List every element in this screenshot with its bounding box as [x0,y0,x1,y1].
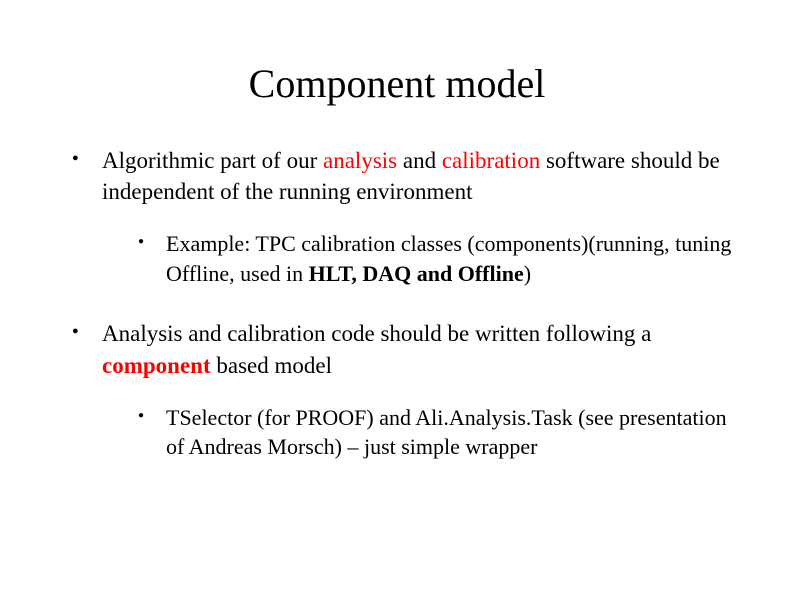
bullet-1-sub-bold: HLT, DAQ and Offline [309,261,524,286]
bullet-2-text-pre: Analysis and calibration code should be … [102,321,651,346]
bullet-2-highlight: component [102,353,211,378]
bullet-2-text-post: based model [211,353,332,378]
bullet-1: Algorithmic part of our analysis and cal… [72,145,744,288]
bullet-1-text-pre: Algorithmic part of our [102,148,323,173]
slide-title: Component model [50,60,744,107]
bullet-1-sub: Example: TPC calibration classes (compon… [138,229,744,288]
bullet-list: Algorithmic part of our analysis and cal… [50,145,744,462]
bullet-1-sub-post: ) [524,261,531,286]
bullet-2-sublist: TSelector (for PROOF) and Ali.Analysis.T… [102,403,744,462]
bullet-1-sublist: Example: TPC calibration classes (compon… [102,229,744,288]
bullet-2-sub: TSelector (for PROOF) and Ali.Analysis.T… [138,403,744,462]
bullet-2: Analysis and calibration code should be … [72,318,744,461]
bullet-1-highlight-1: analysis [323,148,397,173]
bullet-1-highlight-2: calibration [442,148,540,173]
bullet-2-sub-text: TSelector (for PROOF) and Ali.Analysis.T… [166,405,727,460]
slide: Component model Algorithmic part of our … [0,0,794,595]
bullet-1-text-mid: and [397,148,442,173]
